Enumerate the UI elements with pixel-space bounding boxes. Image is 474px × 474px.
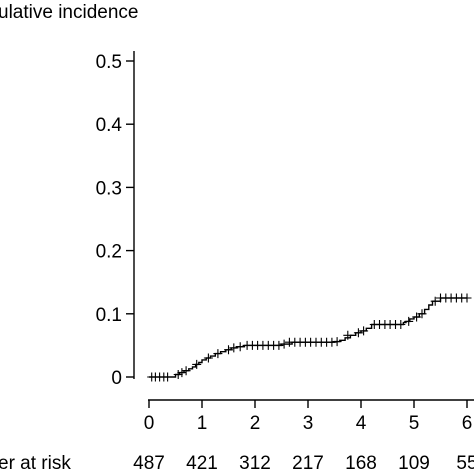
censor-mark xyxy=(430,296,440,306)
censor-mark xyxy=(404,316,414,326)
x-tick-label: 2 xyxy=(250,413,261,434)
y-axis: 0 0.1 0.2 0.3 0.4 0.5 xyxy=(96,51,135,389)
censor-mark xyxy=(353,328,363,338)
y-tick-label: 0.4 xyxy=(96,115,123,136)
risk-value: 55 xyxy=(456,453,474,474)
risk-value: 487 xyxy=(133,453,165,474)
censor-mark xyxy=(412,312,422,322)
risk-value: 312 xyxy=(239,453,271,474)
censor-mark xyxy=(343,330,353,340)
x-tick-label: 0 xyxy=(144,413,155,434)
censor-mark xyxy=(173,370,183,379)
censor-mark xyxy=(192,359,202,369)
risk-value: 168 xyxy=(345,453,377,474)
x-tick-label: 4 xyxy=(356,413,367,434)
censor-mark xyxy=(224,345,233,355)
censor-mark xyxy=(279,339,289,349)
censor-mark xyxy=(181,366,191,376)
y-tick-label: 0 xyxy=(111,368,122,389)
risk-value: 217 xyxy=(292,453,324,474)
y-tick-label: 0.1 xyxy=(96,305,122,326)
x-tick-label: 1 xyxy=(197,413,208,434)
risk-table-label: er at risk xyxy=(0,453,71,474)
x-tick-label: 3 xyxy=(303,413,314,434)
censor-mark xyxy=(327,337,337,347)
number-at-risk-table: er at risk 487 421 312 217 168 109 55 xyxy=(0,453,474,474)
censor-mark xyxy=(417,309,427,319)
x-tick-label: 5 xyxy=(409,413,420,434)
censor-mark xyxy=(213,349,223,359)
censor-mark xyxy=(274,340,284,350)
censor-mark xyxy=(235,342,245,352)
censor-mark xyxy=(163,372,173,382)
censor-mark xyxy=(177,368,187,378)
censor-mark xyxy=(332,337,342,347)
censor-mark xyxy=(359,326,369,336)
y-tick-label: 0.5 xyxy=(96,52,122,73)
censor-mark xyxy=(396,320,406,329)
y-tick-label: 0.2 xyxy=(96,242,122,263)
risk-value: 421 xyxy=(186,453,218,474)
x-tick-label: 6 xyxy=(462,413,473,434)
y-axis-title: ulative incidence xyxy=(0,2,138,23)
censor-mark xyxy=(462,293,472,303)
censor-mark xyxy=(203,353,213,363)
plot-area xyxy=(147,293,472,382)
censor-mark xyxy=(229,343,239,353)
y-tick-label: 0.3 xyxy=(96,178,122,199)
risk-value: 109 xyxy=(398,453,430,474)
x-axis: 0 1 2 3 4 5 6 xyxy=(144,399,474,434)
